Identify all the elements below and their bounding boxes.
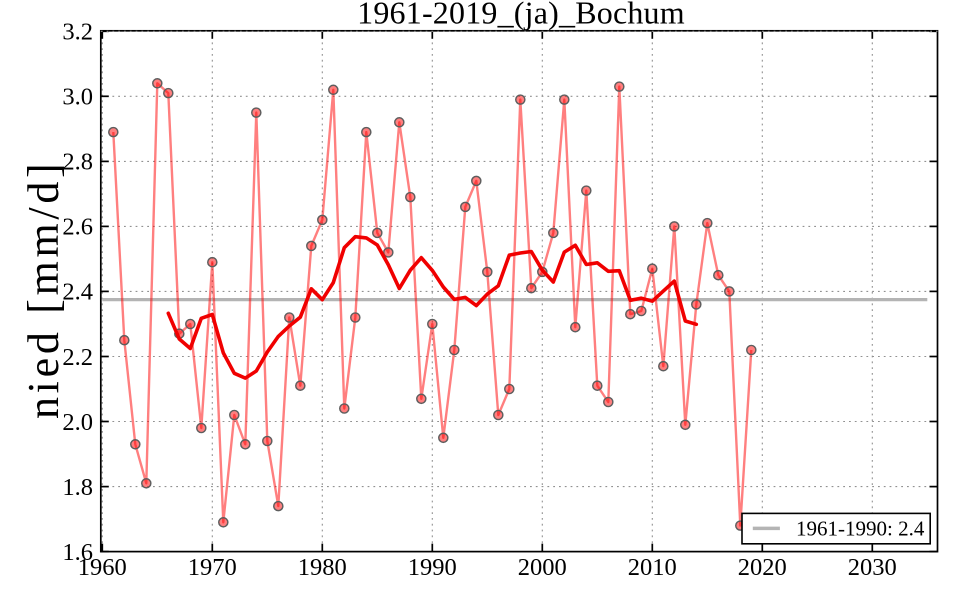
svg-text:1960: 1960 xyxy=(78,554,127,581)
svg-text:1.6: 1.6 xyxy=(62,539,93,566)
svg-text:2.6: 2.6 xyxy=(62,214,93,241)
svg-text:2000: 2000 xyxy=(518,554,567,581)
svg-text:1980: 1980 xyxy=(298,554,347,581)
svg-text:2020: 2020 xyxy=(738,554,787,581)
svg-text:2.4: 2.4 xyxy=(62,279,93,306)
svg-text:1961-1990: 2.4: 1961-1990: 2.4 xyxy=(796,517,925,541)
svg-text:1.8: 1.8 xyxy=(62,474,93,501)
svg-text:2030: 2030 xyxy=(848,554,897,581)
svg-text:2.8: 2.8 xyxy=(62,149,93,176)
svg-text:1970: 1970 xyxy=(188,554,237,581)
svg-text:3.2: 3.2 xyxy=(62,19,93,46)
svg-text:3.0: 3.0 xyxy=(62,84,93,111)
svg-text:1961-2019_(ja)_Bochum: 1961-2019_(ja)_Bochum xyxy=(357,0,685,30)
svg-text:1990: 1990 xyxy=(408,554,457,581)
svg-text:2.0: 2.0 xyxy=(62,409,93,436)
svg-text:2010: 2010 xyxy=(628,554,677,581)
svg-text:2.2: 2.2 xyxy=(62,344,93,371)
svg-text:nied [mm/d]: nied [mm/d] xyxy=(19,160,68,419)
